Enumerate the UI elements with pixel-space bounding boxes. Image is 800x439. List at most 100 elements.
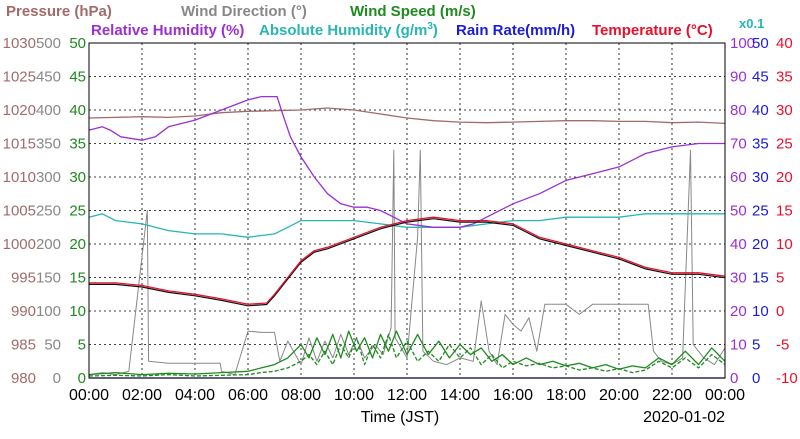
tick-temperature-10: -10 bbox=[776, 370, 798, 387]
tick-temperature-0: 40 bbox=[776, 35, 793, 52]
tick-rain-rate-2: 40 bbox=[752, 102, 769, 119]
tick-x-12: 00:00 bbox=[705, 387, 745, 404]
series-wind-direction bbox=[88, 149, 726, 376]
series-temperature-shadow bbox=[89, 218, 726, 307]
tick-wind-speed-8: 10 bbox=[69, 303, 86, 320]
series-relative-humidity bbox=[88, 95, 725, 228]
tick-relative-humidity-10: 0 bbox=[730, 370, 738, 387]
tick-pressure-5: 1005 bbox=[3, 203, 36, 220]
tick-wind-speed-5: 25 bbox=[69, 203, 86, 220]
legend-absolute-humidity: Absolute Humidity (g/m3) bbox=[259, 21, 438, 39]
legend-relative-humidity: Relative Humidity (%) bbox=[91, 22, 244, 39]
tick-wind-direction-5: 250 bbox=[36, 203, 61, 220]
tick-rain-rate-8: 10 bbox=[752, 303, 769, 320]
tick-temperature-7: 5 bbox=[776, 270, 784, 287]
series-temperature bbox=[89, 216, 726, 305]
series-pressure bbox=[88, 107, 726, 125]
legend-wind-direction: Wind Direction (°) bbox=[181, 3, 307, 20]
tick-wind-direction-9: 50 bbox=[44, 337, 61, 354]
legend-wind-speed: Wind Speed (m/s) bbox=[350, 3, 476, 20]
tick-rain-rate-9: 5 bbox=[752, 337, 760, 354]
tick-relative-humidity-5: 50 bbox=[730, 203, 747, 220]
legend-absolute-humidity-sup: 3 bbox=[427, 21, 433, 32]
tick-x-10: 20:00 bbox=[599, 387, 639, 404]
tick-temperature-6: 10 bbox=[776, 236, 793, 253]
date-label: 2020-01-02 bbox=[643, 409, 725, 426]
plot-border bbox=[88, 42, 726, 379]
tick-x-4: 08:00 bbox=[281, 387, 321, 404]
tick-x-5: 10:00 bbox=[334, 387, 374, 404]
tick-pressure-6: 1000 bbox=[3, 236, 36, 253]
tick-pressure-3: 1015 bbox=[3, 136, 36, 153]
tick-wind-speed-0: 50 bbox=[69, 35, 86, 52]
tick-rain-rate-4: 30 bbox=[752, 169, 769, 186]
tick-relative-humidity-1: 90 bbox=[730, 69, 747, 86]
tick-x-8: 16:00 bbox=[493, 387, 533, 404]
x-axis-label: Time (JST) bbox=[361, 409, 440, 426]
legend-rain-multiplier: x0.1 bbox=[739, 16, 764, 31]
tick-wind-direction-8: 100 bbox=[36, 303, 61, 320]
tick-relative-humidity-6: 40 bbox=[730, 236, 747, 253]
tick-wind-direction-6: 200 bbox=[36, 236, 61, 253]
series-wind-speed bbox=[88, 333, 726, 377]
tick-x-7: 14:00 bbox=[440, 387, 480, 404]
tick-x-6: 12:00 bbox=[387, 387, 427, 404]
tick-x-1: 02:00 bbox=[122, 387, 162, 404]
tick-rain-rate-10: 0 bbox=[752, 370, 760, 387]
tick-relative-humidity-7: 30 bbox=[730, 270, 747, 287]
tick-x-0: 00:00 bbox=[69, 387, 109, 404]
tick-pressure-10: 980 bbox=[11, 370, 36, 387]
series-absolute-humidity bbox=[88, 213, 725, 238]
tick-temperature-4: 20 bbox=[776, 169, 793, 186]
tick-wind-direction-10: 0 bbox=[53, 370, 61, 387]
tick-temperature-5: 15 bbox=[776, 203, 793, 220]
tick-rain-rate-6: 20 bbox=[752, 236, 769, 253]
tick-x-11: 22:00 bbox=[652, 387, 692, 404]
series-layer bbox=[88, 95, 726, 379]
tick-pressure-1: 1025 bbox=[3, 69, 36, 86]
tick-wind-speed-9: 5 bbox=[78, 337, 86, 354]
tick-wind-speed-1: 45 bbox=[69, 69, 86, 86]
tick-pressure-9: 985 bbox=[11, 337, 36, 354]
tick-pressure-4: 1010 bbox=[3, 169, 36, 186]
series-wind-speed-gust bbox=[88, 330, 726, 376]
tick-wind-speed-2: 40 bbox=[69, 102, 86, 119]
tick-rain-rate-3: 35 bbox=[752, 136, 769, 153]
tick-wind-direction-3: 350 bbox=[36, 136, 61, 153]
tick-temperature-3: 25 bbox=[776, 136, 793, 153]
tick-rain-rate-0: 50 bbox=[752, 35, 769, 52]
legend-absolute-humidity-label: Absolute Humidity (g/m bbox=[259, 22, 427, 39]
legend: Pressure (hPa) Wind Direction (°) Wind S… bbox=[6, 3, 764, 39]
tick-relative-humidity-4: 60 bbox=[730, 169, 747, 186]
tick-wind-direction-4: 300 bbox=[36, 169, 61, 186]
tick-wind-direction-0: 500 bbox=[36, 35, 61, 52]
tick-pressure-2: 1020 bbox=[3, 102, 36, 119]
tick-relative-humidity-2: 80 bbox=[730, 102, 747, 119]
tick-relative-humidity-8: 20 bbox=[730, 303, 747, 320]
legend-temperature: Temperature (°C) bbox=[592, 22, 713, 39]
legend-absolute-humidity-tail: ) bbox=[433, 22, 438, 39]
tick-temperature-1: 35 bbox=[776, 69, 793, 86]
tick-wind-speed-4: 30 bbox=[69, 169, 86, 186]
tick-temperature-9: -5 bbox=[776, 337, 789, 354]
tick-wind-direction-1: 450 bbox=[36, 69, 61, 86]
tick-pressure-7: 995 bbox=[11, 270, 36, 287]
tick-wind-speed-10: 0 bbox=[78, 370, 86, 387]
tick-rain-rate-7: 15 bbox=[752, 270, 769, 287]
tick-rain-rate-1: 45 bbox=[752, 69, 769, 86]
axes: 1030102510201015101010051000995990985980… bbox=[3, 35, 798, 404]
tick-x-9: 18:00 bbox=[546, 387, 586, 404]
tick-wind-direction-7: 150 bbox=[36, 270, 61, 287]
tick-wind-speed-3: 35 bbox=[69, 136, 86, 153]
tick-wind-speed-6: 20 bbox=[69, 236, 86, 253]
tick-relative-humidity-0: 100 bbox=[730, 35, 755, 52]
legend-pressure: Pressure (hPa) bbox=[6, 3, 112, 20]
tick-relative-humidity-9: 10 bbox=[730, 337, 747, 354]
tick-temperature-8: 0 bbox=[776, 303, 784, 320]
legend-rain-rate: Rain Rate(mm/h) bbox=[456, 22, 575, 39]
tick-x-3: 06:00 bbox=[228, 387, 268, 404]
tick-temperature-2: 30 bbox=[776, 102, 793, 119]
tick-pressure-0: 1030 bbox=[3, 35, 36, 52]
